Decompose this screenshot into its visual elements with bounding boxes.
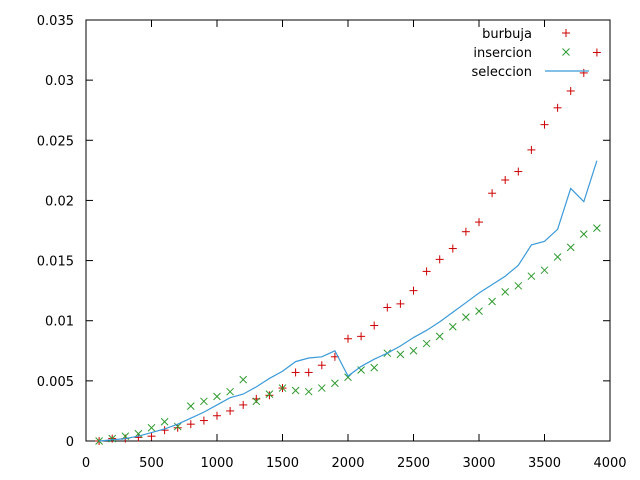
data-point-burbuja [383, 303, 392, 312]
x-tick-label: 3500 [528, 456, 561, 471]
data-point-insercion [475, 307, 483, 315]
data-point-burbuja [540, 120, 549, 129]
x-tick-label: 4000 [593, 456, 626, 471]
legend-label-insercion: insercion [473, 46, 532, 61]
y-tick-label: 0.005 [37, 375, 74, 390]
data-point-burbuja [370, 321, 379, 330]
data-point-burbuja [265, 391, 274, 400]
data-point-insercion [527, 272, 536, 281]
y-tick-label: 0.035 [37, 14, 74, 29]
series-layer [95, 48, 601, 445]
data-point-burbuja [186, 420, 195, 429]
data-point-burbuja [553, 103, 562, 112]
data-point-insercion [396, 350, 405, 359]
y-tick-label: 0.03 [45, 74, 74, 89]
x-axis: 0 500 1000 1500 2000 2500 3000 3500 4000 [82, 20, 627, 471]
series-insercion [95, 224, 601, 445]
data-point-insercion [331, 379, 339, 388]
data-point-burbuja [592, 48, 601, 57]
data-point-burbuja [475, 218, 483, 227]
data-point-burbuja [147, 432, 156, 441]
data-point-burbuja [134, 433, 143, 442]
y-tick-label: 0.02 [45, 194, 74, 209]
y-tick-label: 0 [66, 435, 74, 450]
legend-swatch-insercion [562, 48, 570, 56]
data-point-burbuja [291, 368, 300, 377]
data-point-burbuja [527, 145, 536, 154]
data-point-burbuja [344, 334, 352, 343]
data-point-insercion [488, 297, 496, 306]
data-point-insercion [317, 384, 326, 392]
data-point-burbuja [304, 368, 313, 377]
data-point-burbuja [488, 189, 497, 198]
data-point-insercion [108, 434, 117, 443]
data-point-insercion [304, 387, 313, 396]
series-burbuja [95, 48, 601, 445]
data-point-burbuja [566, 86, 575, 95]
data-point-burbuja [396, 299, 405, 308]
data-point-insercion [501, 287, 510, 296]
data-point-insercion [200, 397, 208, 406]
data-point-insercion [553, 253, 562, 261]
data-point-insercion [147, 423, 156, 432]
data-point-insercion [370, 363, 379, 372]
data-point-insercion [566, 243, 575, 252]
data-point-burbuja [422, 267, 431, 276]
data-point-insercion [226, 387, 234, 396]
data-point-burbuja [435, 255, 444, 264]
x-tick-label: 1000 [200, 456, 233, 471]
x-tick-label: 3000 [462, 456, 495, 471]
data-point-insercion [514, 281, 523, 290]
data-point-burbuja [579, 68, 588, 77]
legend-label-burbuja: burbuja [482, 27, 532, 42]
legend-label-seleccion: seleccion [472, 65, 532, 80]
data-point-burbuja [317, 361, 326, 370]
y-tick-label: 0.015 [37, 255, 74, 270]
data-point-insercion [186, 402, 195, 410]
x-tick-label: 0 [82, 456, 90, 471]
data-point-burbuja [239, 400, 248, 409]
data-point-insercion [422, 339, 431, 348]
data-point-burbuja [173, 423, 182, 432]
y-tick-label: 0.025 [37, 134, 74, 149]
data-point-insercion [462, 313, 470, 321]
data-point-insercion [291, 386, 300, 395]
data-point-insercion [448, 322, 457, 331]
data-point-burbuja [357, 332, 366, 341]
data-point-burbuja [199, 416, 208, 425]
x-tick-label: 2500 [397, 456, 430, 471]
series-seleccion [99, 160, 598, 442]
data-point-burbuja [448, 244, 457, 253]
x-tick-label: 500 [139, 456, 164, 471]
data-point-insercion [409, 346, 418, 355]
x-tick-label: 2000 [331, 456, 364, 471]
data-point-insercion [579, 230, 588, 238]
data-point-burbuja [501, 175, 510, 184]
data-point-insercion [265, 390, 274, 398]
series-line-seleccion [99, 160, 598, 442]
data-point-burbuja [213, 411, 221, 420]
data-point-burbuja [409, 286, 418, 295]
y-axis: 0 0.005 0.01 0.015 0.02 0.025 0.03 0.035 [37, 14, 610, 450]
data-point-burbuja [226, 406, 235, 415]
x-tick-label: 1500 [266, 456, 299, 471]
data-point-insercion [540, 266, 549, 275]
y-tick-label: 0.01 [45, 315, 74, 330]
data-point-insercion [593, 224, 601, 232]
data-point-insercion [213, 392, 221, 401]
data-point-insercion [160, 417, 169, 426]
data-point-insercion [239, 375, 248, 384]
data-point-insercion [252, 397, 261, 406]
data-point-burbuja [461, 227, 470, 236]
legend-swatch-burbuja [562, 29, 570, 37]
data-point-burbuja [514, 167, 523, 176]
data-point-insercion [435, 332, 444, 341]
legend: burbuja insercion seleccion [472, 27, 589, 80]
data-point-insercion [173, 422, 182, 431]
data-point-insercion [278, 384, 287, 392]
